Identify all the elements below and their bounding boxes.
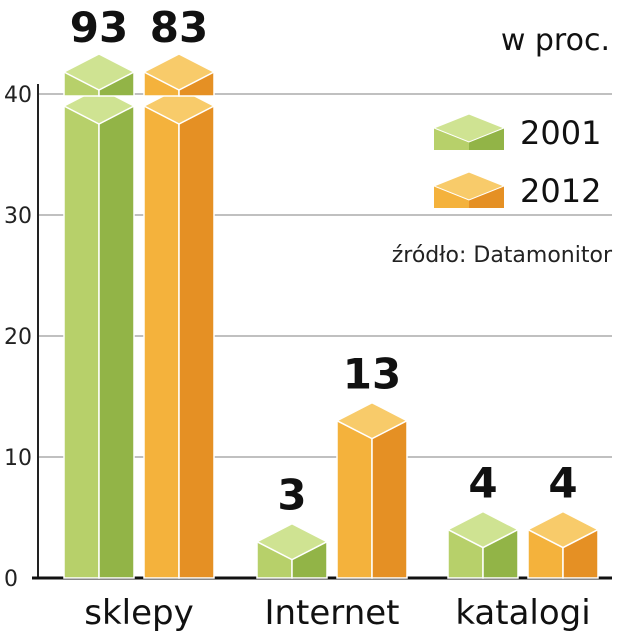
legend-label: 2012 — [520, 172, 601, 210]
value-label: 4 — [548, 459, 577, 508]
bar-2012-sklepy — [142, 87, 216, 579]
bar-2012-Internet — [335, 401, 409, 579]
y-tick-label: 40 — [4, 83, 32, 108]
bars — [62, 53, 600, 579]
unit-label: w proc. — [501, 23, 610, 58]
y-tick-labels: 0 10 20 30 40 — [4, 83, 32, 592]
value-label: 13 — [343, 350, 401, 399]
bar-cap-2012-sklepy — [142, 53, 216, 97]
value-label: 3 — [277, 471, 306, 520]
bar-2001-Internet — [255, 522, 329, 579]
bar-2001-sklepy — [62, 87, 136, 579]
bar-cap-2001-sklepy — [62, 53, 136, 97]
y-tick-label: 30 — [4, 204, 32, 229]
category-labels: sklepy Internet katalogi — [84, 593, 590, 633]
y-tick-label: 0 — [4, 567, 18, 592]
value-labels: 93 83 3 13 4 4 — [70, 3, 578, 520]
category-label: sklepy — [84, 593, 193, 633]
value-label: 83 — [150, 3, 208, 52]
bar-2001-katalogi — [446, 510, 520, 579]
y-tick-label: 20 — [4, 325, 32, 350]
legend-swatch-2012 — [432, 171, 506, 208]
category-label: Internet — [264, 593, 399, 633]
y-tick-label: 10 — [4, 446, 32, 471]
source-label: źródło: Datamonitor — [392, 243, 613, 268]
legend-swatch-2001 — [432, 113, 506, 150]
category-label: katalogi — [455, 593, 590, 633]
value-label: 4 — [468, 459, 497, 508]
bar-2012-katalogi — [526, 510, 600, 579]
legend-label: 2001 — [520, 114, 601, 152]
value-label: 93 — [70, 3, 128, 52]
legend: 2001 2012 — [432, 113, 601, 210]
